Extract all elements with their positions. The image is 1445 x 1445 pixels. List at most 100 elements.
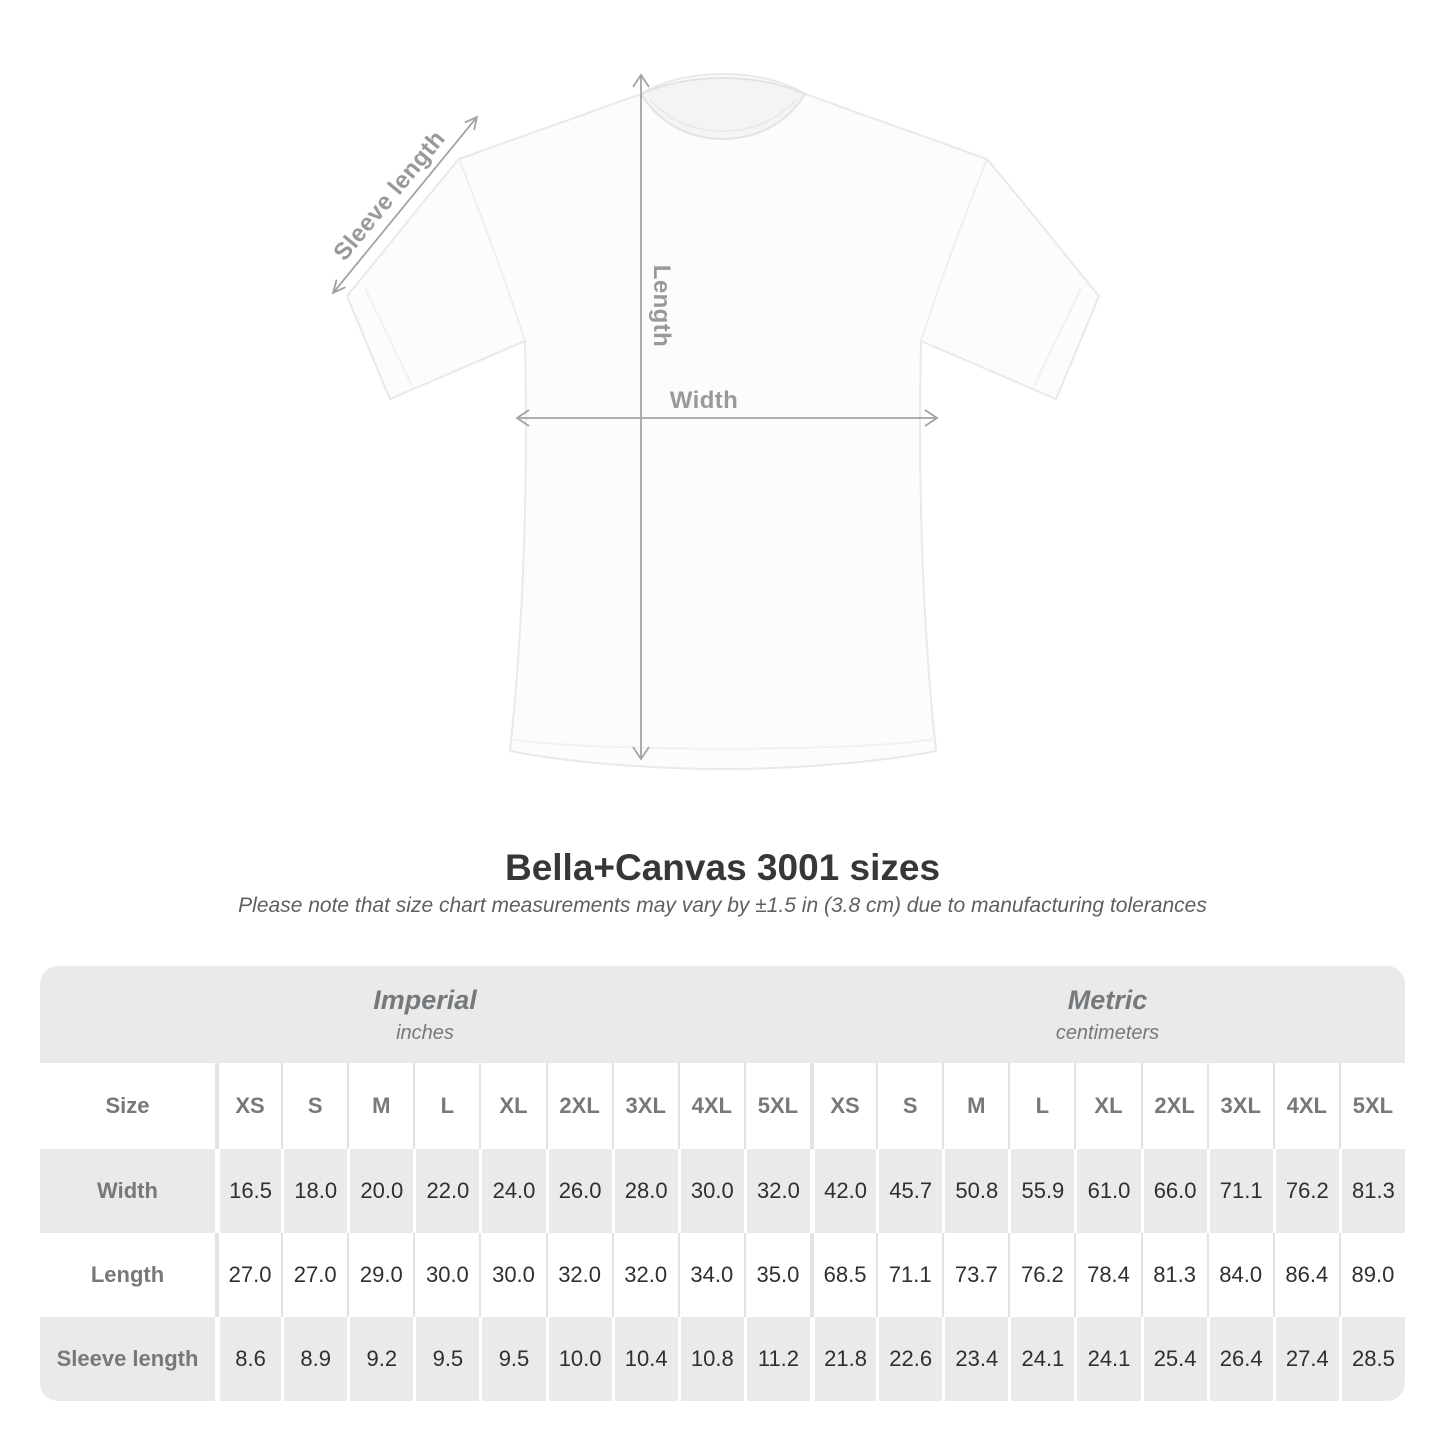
- value-metric: 55.9: [1008, 1149, 1075, 1233]
- value-metric: 22.6: [876, 1317, 943, 1401]
- value-metric: 76.2: [1272, 1149, 1339, 1233]
- value-imperial: 8.6: [215, 1317, 282, 1401]
- size-header-imperial-l: L: [413, 1063, 480, 1149]
- imperial-title: Imperial: [373, 984, 477, 1015]
- page-title: Bella+Canvas 3001 sizes: [504, 847, 941, 888]
- size-column-header: Size: [40, 1063, 215, 1149]
- width-arrow: [515, 409, 939, 427]
- value-metric: 24.1: [1074, 1317, 1141, 1401]
- value-metric: 68.5: [810, 1233, 877, 1317]
- size-header-metric-xs: XS: [810, 1063, 877, 1149]
- size-table: Imperial inches Metric centimeters Size X…: [40, 966, 1405, 1401]
- value-imperial: 8.9: [281, 1317, 348, 1401]
- right-armhole-seam: [920, 158, 988, 342]
- value-imperial: 32.0: [545, 1233, 612, 1317]
- value-metric: 81.3: [1140, 1233, 1207, 1317]
- right-sleeve-stitch: [1033, 287, 1082, 387]
- value-metric: 78.4: [1074, 1233, 1141, 1317]
- value-metric: 50.8: [942, 1149, 1009, 1233]
- value-imperial: 10.0: [545, 1317, 612, 1401]
- tshirt-measurement-diagram: Sleeve length Length Width: [320, 60, 1125, 795]
- value-imperial: 27.0: [281, 1233, 348, 1317]
- value-metric: 21.8: [810, 1317, 877, 1401]
- size-header-metric-m: M: [942, 1063, 1009, 1149]
- row-label: Sleeve length: [40, 1317, 215, 1401]
- value-imperial: 18.0: [281, 1149, 348, 1233]
- value-imperial: 9.5: [479, 1317, 546, 1401]
- size-header-metric-xl: XL: [1074, 1063, 1141, 1149]
- value-imperial: 16.5: [215, 1149, 282, 1233]
- metric-title: Metric: [1067, 984, 1148, 1015]
- left-sleeve-stitch: [364, 287, 413, 387]
- size-header-imperial-5xl: 5XL: [743, 1063, 810, 1149]
- value-imperial: 29.0: [347, 1233, 414, 1317]
- value-metric: 89.0: [1338, 1233, 1405, 1317]
- value-imperial: 24.0: [479, 1149, 546, 1233]
- row-label: Length: [40, 1233, 215, 1317]
- size-header-imperial-xl: XL: [479, 1063, 546, 1149]
- value-imperial: 11.2: [743, 1317, 810, 1401]
- size-header-imperial-s: S: [281, 1063, 348, 1149]
- value-metric: 23.4: [942, 1317, 1009, 1401]
- value-imperial: 9.5: [413, 1317, 480, 1401]
- size-header-imperial-m: M: [347, 1063, 414, 1149]
- value-imperial: 26.0: [545, 1149, 612, 1233]
- length-arrow: [632, 73, 650, 761]
- value-metric: 81.3: [1338, 1149, 1405, 1233]
- value-metric: 73.7: [942, 1233, 1009, 1317]
- value-imperial: 35.0: [743, 1233, 810, 1317]
- hem-stitch: [512, 738, 934, 750]
- value-metric: 27.4: [1272, 1317, 1339, 1401]
- value-imperial: 30.0: [479, 1233, 546, 1317]
- size-header-metric-3xl: 3XL: [1206, 1063, 1273, 1149]
- value-imperial: 32.0: [743, 1149, 810, 1233]
- size-header-metric-2xl: 2XL: [1140, 1063, 1207, 1149]
- size-header-metric-l: L: [1008, 1063, 1075, 1149]
- value-imperial: 30.0: [413, 1233, 480, 1317]
- length-label: Length: [648, 264, 675, 348]
- size-header-imperial-3xl: 3XL: [611, 1063, 678, 1149]
- width-label: Width: [669, 387, 739, 414]
- value-metric: 84.0: [1206, 1233, 1273, 1317]
- metric-section-header: Metric centimeters: [810, 966, 1405, 1063]
- tshirt-silhouette: [345, 72, 1101, 771]
- left-armhole-seam: [458, 158, 526, 342]
- size-header-imperial-2xl: 2XL: [545, 1063, 612, 1149]
- collar-rib-line: [649, 99, 797, 132]
- tolerance-note: Please note that size chart measurements…: [238, 894, 1207, 917]
- value-imperial: 30.0: [677, 1149, 744, 1233]
- value-metric: 26.4: [1206, 1317, 1273, 1401]
- size-header-metric-4xl: 4XL: [1272, 1063, 1339, 1149]
- collar: [639, 76, 807, 141]
- value-metric: 71.1: [876, 1233, 943, 1317]
- imperial-section-header: Imperial inches: [40, 966, 810, 1063]
- value-imperial: 10.8: [677, 1317, 744, 1401]
- value-metric: 24.1: [1008, 1317, 1075, 1401]
- value-metric: 25.4: [1140, 1317, 1207, 1401]
- value-metric: 71.1: [1206, 1149, 1273, 1233]
- value-imperial: 27.0: [215, 1233, 282, 1317]
- tshirt-illustration: [331, 72, 1101, 771]
- metric-unit: centimeters: [1055, 1021, 1160, 1044]
- value-imperial: 9.2: [347, 1317, 414, 1401]
- value-imperial: 32.0: [611, 1233, 678, 1317]
- value-metric: 28.5: [1338, 1317, 1405, 1401]
- value-metric: 66.0: [1140, 1149, 1207, 1233]
- size-header-imperial-4xl: 4XL: [677, 1063, 744, 1149]
- imperial-unit: inches: [396, 1021, 454, 1044]
- size-header-metric-s: S: [876, 1063, 943, 1149]
- value-imperial: 34.0: [677, 1233, 744, 1317]
- value-metric: 61.0: [1074, 1149, 1141, 1233]
- value-metric: 86.4: [1272, 1233, 1339, 1317]
- sleeve-length-arrow: [331, 115, 479, 295]
- value-metric: 45.7: [876, 1149, 943, 1233]
- size-header-metric-5xl: 5XL: [1338, 1063, 1405, 1149]
- value-imperial: 10.4: [611, 1317, 678, 1401]
- size-header-imperial-xs: XS: [215, 1063, 282, 1149]
- value-imperial: 28.0: [611, 1149, 678, 1233]
- row-label: Width: [40, 1149, 215, 1233]
- value-metric: 42.0: [810, 1149, 877, 1233]
- value-imperial: 20.0: [347, 1149, 414, 1233]
- value-imperial: 22.0: [413, 1149, 480, 1233]
- value-metric: 76.2: [1008, 1233, 1075, 1317]
